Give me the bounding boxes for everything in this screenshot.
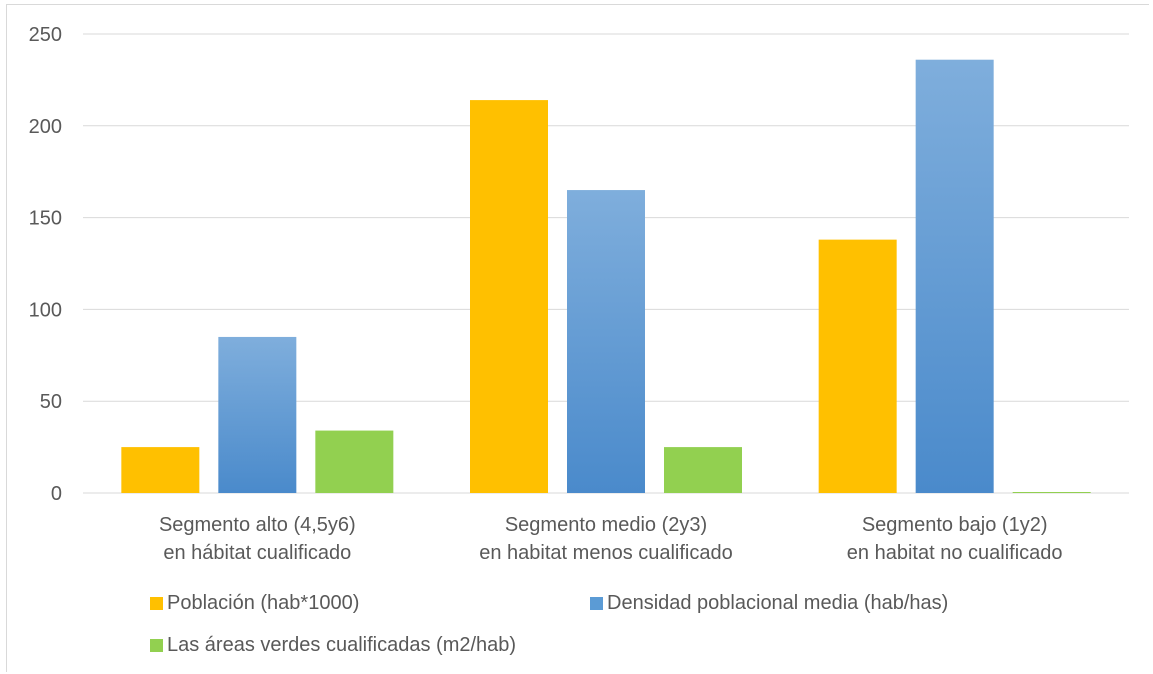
y-tick-label: 50 bbox=[40, 391, 62, 413]
legend-label-poblacion: Población (hab*1000) bbox=[167, 592, 360, 614]
legend-swatch-poblacion bbox=[150, 597, 163, 610]
x-category-label: Segmento bajo (1y2) bbox=[862, 514, 1048, 536]
bar-areas-verdes bbox=[664, 447, 742, 493]
legend-item-areas-verdes: Las áreas verdes cualificadas (m2/hab) bbox=[150, 634, 516, 657]
legend-label-areas-verdes: Las áreas verdes cualificadas (m2/hab) bbox=[167, 634, 517, 656]
legend-swatch-densidad bbox=[590, 597, 603, 610]
x-category-label: Segmento alto (4,5y6) bbox=[159, 514, 356, 536]
bar-areas-verdes bbox=[1012, 492, 1091, 493]
bar-densidad bbox=[915, 59, 994, 493]
x-category-label: en hábitat cualificado bbox=[163, 542, 351, 564]
x-category-label: en habitat menos cualificado bbox=[479, 542, 733, 564]
y-tick-label: 250 bbox=[29, 24, 62, 46]
y-tick-label: 100 bbox=[29, 299, 62, 321]
bar-densidad bbox=[567, 190, 645, 493]
bar-poblacion bbox=[818, 239, 897, 493]
y-tick-label: 200 bbox=[29, 116, 62, 138]
x-category-label: Segmento medio (2y3) bbox=[505, 514, 707, 536]
bar-poblacion bbox=[121, 447, 200, 493]
bar-areas-verdes bbox=[315, 430, 394, 493]
legend-item-densidad: Densidad poblacional media (hab/has) bbox=[590, 592, 948, 615]
chart-frame bbox=[6, 4, 1149, 672]
y-tick-label: 150 bbox=[29, 208, 62, 230]
legend-swatch-areas-verdes bbox=[150, 639, 163, 652]
x-category-label: en habitat no cualificado bbox=[847, 542, 1063, 564]
bar-densidad bbox=[218, 336, 297, 493]
y-tick-label: 0 bbox=[51, 483, 62, 505]
bar-poblacion bbox=[470, 100, 548, 493]
legend-item-poblacion: Población (hab*1000) bbox=[150, 592, 359, 615]
legend-label-densidad: Densidad poblacional media (hab/has) bbox=[607, 592, 949, 614]
